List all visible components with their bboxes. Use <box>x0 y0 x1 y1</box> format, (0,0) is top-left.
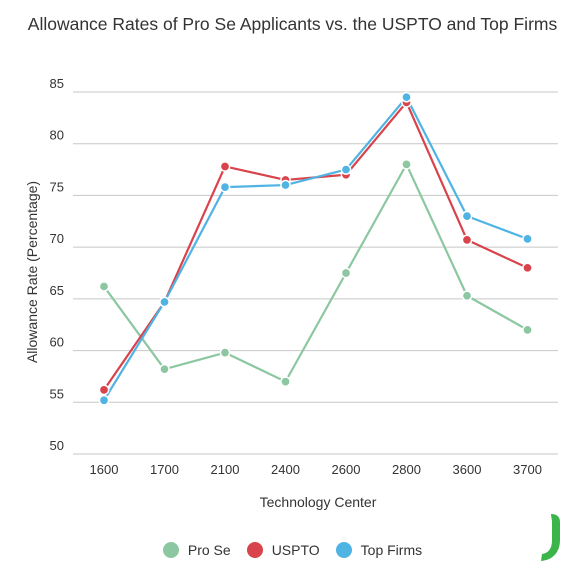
y-tick-label: 60 <box>50 335 64 350</box>
data-point-top-firms <box>461 210 473 222</box>
data-point-pro-se <box>98 281 110 292</box>
legend-label: Top Firms <box>360 542 423 558</box>
data-point-pro-se <box>159 363 170 375</box>
data-point-pro-se <box>340 267 352 279</box>
legend-item: Pro Se <box>162 542 231 558</box>
x-tick-label: 2600 <box>332 462 361 477</box>
data-point-top-firms <box>159 296 170 308</box>
series-line-pro-se <box>103 163 529 383</box>
y-tick-label: 80 <box>50 128 64 143</box>
series-line-top-firms <box>103 96 528 401</box>
data-point-pro-se <box>280 376 291 387</box>
legend-item: Top Firms <box>335 542 423 558</box>
data-point-pro-se <box>461 290 473 302</box>
data-point-top-firms <box>340 164 352 175</box>
data-point-pro-se <box>401 159 412 170</box>
data-point-top-firms <box>219 181 231 193</box>
y-tick-label: 70 <box>50 231 64 246</box>
data-point-top-firms <box>401 91 412 103</box>
x-tick-label: 2400 <box>271 462 300 477</box>
legend-label: USPTO <box>271 542 320 558</box>
j-logo-icon <box>541 514 560 561</box>
legend: Pro Se USPTO Top Firms <box>0 538 585 562</box>
series-lines <box>98 91 533 406</box>
y-tick-label: 50 <box>50 438 64 453</box>
chart-title: Allowance Rates of Pro Se Applicants vs.… <box>27 14 558 34</box>
legend-item: USPTO <box>246 542 320 558</box>
data-point-uspto <box>98 384 110 396</box>
data-point-uspto <box>522 262 533 274</box>
x-axis-label: Technology Center <box>260 494 377 510</box>
y-tick-labels: 50 55 60 65 70 75 80 85 <box>50 76 64 453</box>
legend-marker <box>246 542 263 558</box>
x-tick-label: 3600 <box>453 462 482 477</box>
data-point-uspto <box>461 234 473 246</box>
x-tick-label: 3700 <box>513 462 542 477</box>
legend-marker <box>335 542 352 558</box>
y-tick-label: 65 <box>50 283 64 298</box>
x-tick-label: 2800 <box>392 462 421 477</box>
x-tick-label: 2100 <box>211 462 240 477</box>
series-line-uspto <box>103 101 528 391</box>
legend-marker <box>162 542 179 558</box>
x-tick-labels: 1600 1700 2100 2400 2600 2800 3600 3700 <box>90 462 542 477</box>
data-point-top-firms <box>98 394 110 406</box>
legend-label: Pro Se <box>187 542 231 558</box>
y-tick-label: 85 <box>50 76 64 91</box>
data-point-top-firms <box>522 233 533 245</box>
y-tick-label: 75 <box>50 179 64 194</box>
x-tick-label: 1700 <box>150 462 179 477</box>
y-axis-label: Allowance Rate (Percentage) <box>24 181 40 363</box>
x-tick-label: 1600 <box>90 462 119 477</box>
data-point-top-firms <box>280 179 291 191</box>
y-tick-label: 55 <box>50 386 64 401</box>
grid-lines <box>73 91 558 455</box>
data-point-pro-se <box>522 324 533 336</box>
data-point-uspto <box>219 161 231 172</box>
data-point-pro-se <box>219 347 231 358</box>
